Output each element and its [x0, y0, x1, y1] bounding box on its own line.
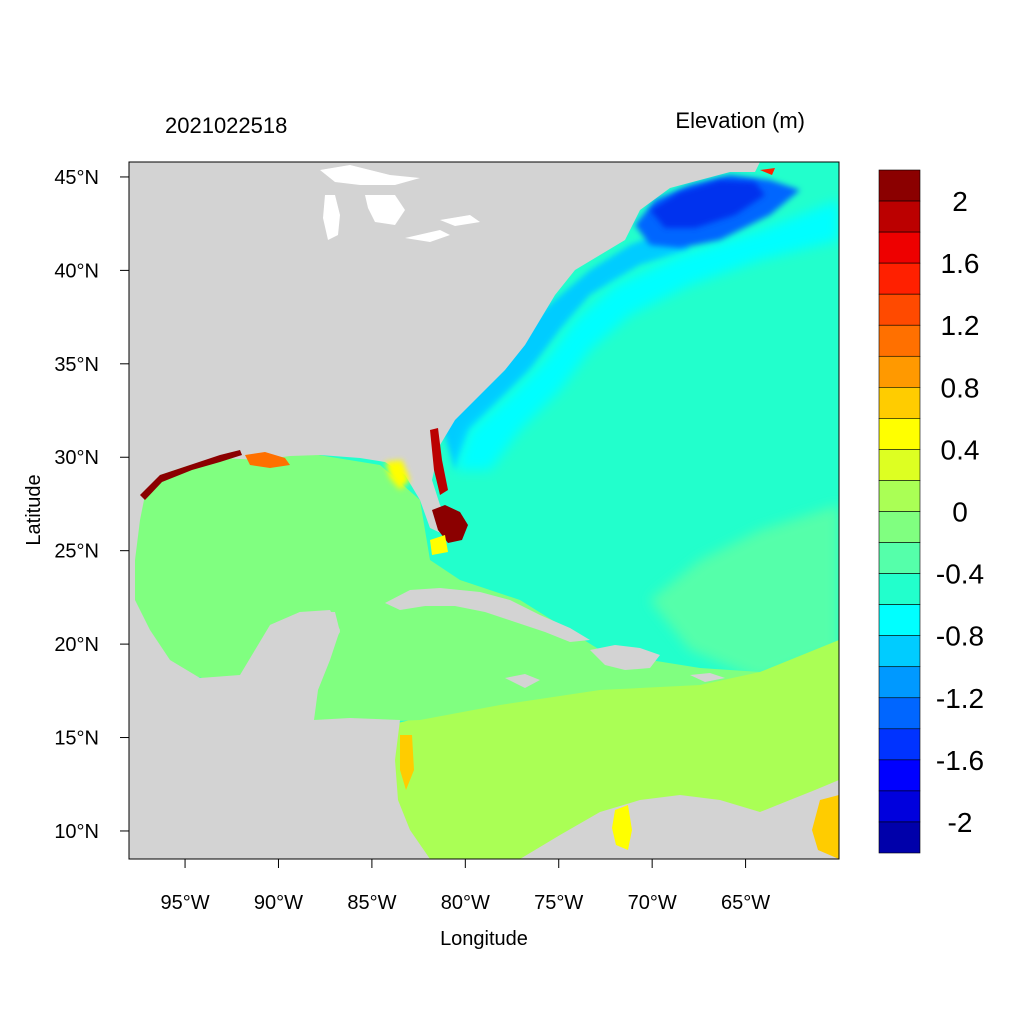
colorbar-swatch [878, 418, 921, 450]
jamaica-land [505, 674, 540, 688]
lake-huron [365, 195, 405, 225]
maracaibo-yellow [612, 805, 632, 850]
colorbar-tick-label: -1.2 [936, 683, 984, 714]
colorbar-swatch [878, 635, 921, 668]
variable-title: Elevation (m) [675, 108, 805, 133]
lon-tick-label: 80°W [441, 892, 490, 914]
cuba-land [385, 588, 590, 642]
colorbar-tick-label: -1.6 [936, 745, 984, 776]
florida-surge-dark [432, 505, 468, 543]
east-caribbean-yellow [812, 795, 839, 859]
south-america-land [520, 780, 839, 859]
map-frame [128, 161, 840, 860]
louisiana-coast-surge [245, 452, 290, 468]
colorbar-swatch [878, 728, 921, 761]
atlantic-east-field [650, 505, 839, 680]
colorbar-swatch [878, 200, 921, 233]
nicaragua-coast-yellow [400, 735, 414, 790]
lon-tick-label: 95°W [160, 892, 209, 914]
colorbar-swatch [878, 511, 921, 543]
lat-tick-label: 40°N [54, 260, 99, 282]
north-america-land [129, 162, 760, 859]
coastal-shelf-blue [440, 225, 690, 470]
colorbar-swatch [878, 324, 921, 357]
map-panel [129, 162, 839, 859]
florida-keys-yellow [430, 535, 448, 555]
lon-tick-label: 90°W [254, 892, 303, 914]
colorbar-swatch [878, 790, 921, 823]
puerto-rico-land [690, 673, 725, 682]
colorbar-tick-label: -2 [948, 807, 973, 838]
latitude-axis: 45°N 40°N 35°N 30°N 25°N 20°N 15°N 10°N [54, 167, 129, 843]
colorbar-swatch [878, 231, 921, 264]
colorbar-swatch [878, 542, 921, 574]
colorbar-tick-label: 2 [952, 186, 968, 217]
colorbar-swatch [878, 697, 921, 730]
colorbar-swatch [878, 821, 921, 854]
maine-coast-red [760, 168, 775, 175]
colorbar-swatch [878, 604, 921, 636]
colorbar-tick-label: 1.2 [941, 310, 980, 341]
great-lakes [320, 165, 480, 242]
lat-tick-label: 25°N [54, 541, 99, 563]
colorbar-swatch [878, 480, 921, 512]
timestamp-title: 2021022518 [165, 113, 287, 138]
lat-tick-label: 45°N [54, 167, 99, 189]
lon-tick-label: 70°W [628, 892, 677, 914]
colorbar-tick-label: 0.4 [941, 434, 980, 465]
lake-michigan [323, 195, 340, 240]
colorbar-swatch [878, 387, 921, 419]
gulf-coast-red-fringe [140, 450, 242, 500]
colorbar-swatch [878, 759, 921, 792]
lon-tick-label: 65°W [721, 892, 770, 914]
colorbar-swatch [878, 449, 921, 481]
colorbar-swatch [878, 293, 921, 326]
coastal-shelf-cyan [455, 200, 839, 470]
colorbar-swatch [878, 262, 921, 295]
lon-tick-label: 75°W [534, 892, 583, 914]
colorbar-tick-label: -0.8 [936, 621, 984, 652]
lat-tick-label: 15°N [54, 728, 99, 750]
yucatan-land [270, 612, 340, 650]
lat-tick-label: 20°N [54, 634, 99, 656]
lat-tick-label: 30°N [54, 447, 99, 469]
lake-erie [405, 230, 450, 242]
florida-east-coast-red [430, 428, 448, 495]
colorbar-tick-label: 0 [952, 497, 968, 528]
longitude-axis: 95°W 90°W 85°W 80°W 75°W 70°W 65°W [160, 859, 770, 914]
y-axis-label: Latitude [23, 474, 45, 545]
lake-superior [320, 165, 420, 185]
lat-tick-label: 10°N [54, 821, 99, 843]
colorbar: 2 1.6 1.2 0.8 0.4 0 -0.4 -0.8 -1.2 -1.6 -2 [878, 169, 984, 854]
gulf-of-maine-lowest [650, 180, 765, 228]
lake-ontario [440, 215, 480, 226]
colorbar-swatch [878, 573, 921, 605]
colorbar-tick-label: -0.4 [936, 559, 984, 590]
colorbar-tick-label: 0.8 [941, 372, 980, 403]
land [129, 162, 839, 859]
colorbar-swatch [878, 666, 921, 699]
colorbar-swatch [878, 169, 921, 202]
hispaniola-land [590, 645, 660, 670]
lat-tick-label: 35°N [54, 354, 99, 376]
colorbar-swatch [878, 355, 921, 388]
florida-bigbend-yellow [385, 460, 410, 490]
x-axis-label: Longitude [440, 928, 528, 950]
lon-tick-label: 85°W [347, 892, 396, 914]
colorbar-tick-label: 1.6 [941, 248, 980, 279]
